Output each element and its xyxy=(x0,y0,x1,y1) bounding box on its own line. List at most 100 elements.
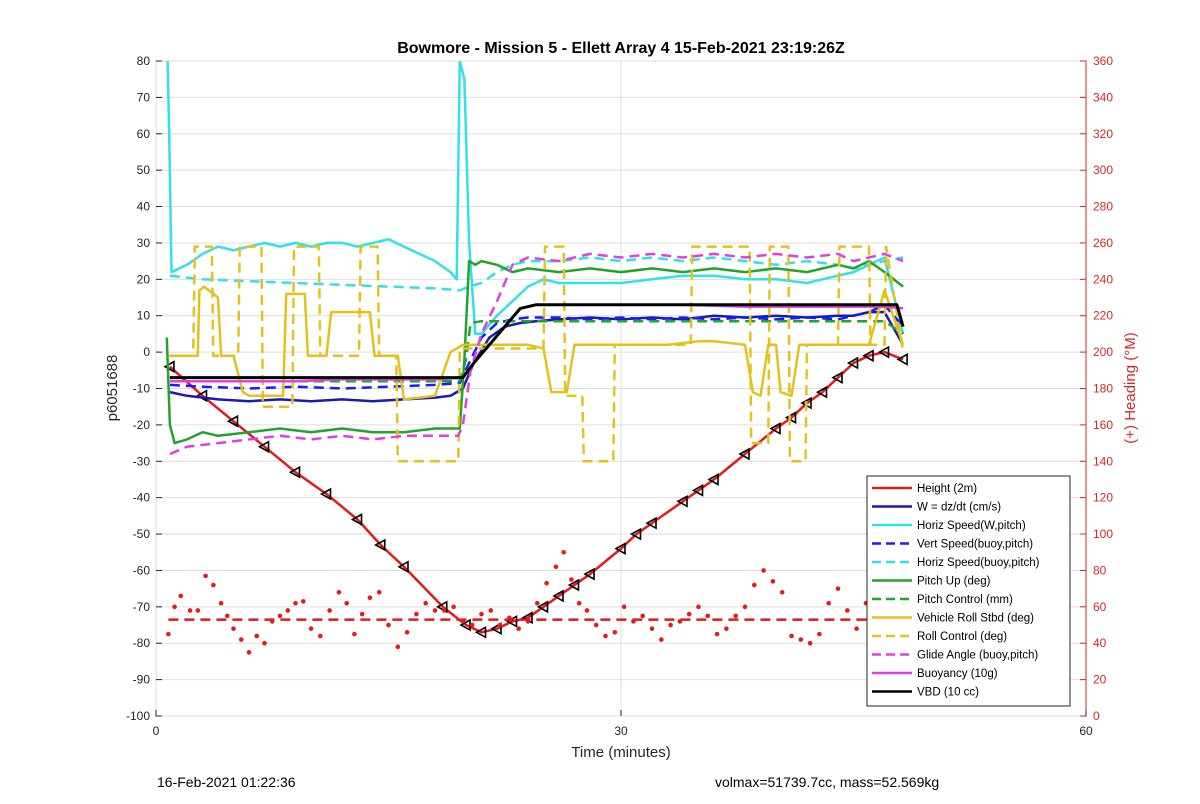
legend-item-label: Pitch Up (deg) xyxy=(917,576,991,588)
heading-point xyxy=(612,630,618,635)
legend-item-label: Vert Speed(buoy,pitch) xyxy=(917,539,1033,551)
heading-point xyxy=(386,622,391,628)
series-line-horiz-speed-w-pitch xyxy=(166,61,905,336)
height-marker xyxy=(862,349,874,363)
height-marker xyxy=(350,513,363,526)
legend-item-label: W = dz/dt (cm/s) xyxy=(917,502,1001,514)
heading-point xyxy=(211,582,216,588)
y2-tick-label: 280 xyxy=(1093,200,1113,214)
heading-point xyxy=(668,622,673,628)
x-tick-label: 60 xyxy=(1079,724,1093,738)
heading-point xyxy=(231,626,236,631)
height-marker xyxy=(163,360,175,374)
heading-point xyxy=(238,637,244,642)
y-tick-label: -20 xyxy=(133,418,151,432)
series-layer xyxy=(163,61,908,639)
y2-tick-label: 0 xyxy=(1093,709,1100,723)
y-tick-label: -60 xyxy=(133,563,151,577)
heading-point xyxy=(442,608,447,613)
x-tick-label: 0 xyxy=(153,724,160,738)
heading-point xyxy=(686,611,692,617)
legend-item-label: Height (2m) xyxy=(917,483,977,495)
y-tick-label: -70 xyxy=(133,600,151,614)
heading-point xyxy=(761,568,766,573)
height-marker xyxy=(691,484,704,497)
legend-item-label: Roll Control (deg) xyxy=(917,631,1007,643)
heading-point xyxy=(561,549,566,555)
series-line-vbd-10-cc xyxy=(169,303,905,380)
height-marker xyxy=(288,465,301,479)
height-marker xyxy=(374,538,386,552)
y-tick-label: 40 xyxy=(137,200,151,214)
heading-point xyxy=(300,599,306,604)
height-marker xyxy=(319,487,332,501)
heading-point xyxy=(359,611,365,617)
y-tick-label: 50 xyxy=(137,163,151,177)
heading-point xyxy=(631,619,636,624)
heading-point xyxy=(659,637,664,642)
y2-tick-label: 260 xyxy=(1093,236,1113,250)
heading-point xyxy=(469,622,475,628)
heading-point xyxy=(460,619,466,624)
heading-point xyxy=(172,604,177,610)
y2-tick-label: 200 xyxy=(1093,345,1113,359)
y-tick-label: -50 xyxy=(133,527,151,541)
height-marker xyxy=(877,345,890,359)
heading-point xyxy=(246,650,252,655)
legend-item-label: Buoyancy (10g) xyxy=(917,668,998,680)
heading-point xyxy=(845,608,850,613)
heading-point xyxy=(367,595,373,601)
series-line-vehicle-roll-stbd-deg xyxy=(168,285,905,401)
height-marker xyxy=(645,516,657,530)
y2-tick-label: 80 xyxy=(1093,563,1107,577)
heading-point xyxy=(770,579,776,584)
heading-point xyxy=(203,573,208,579)
height-marker xyxy=(257,440,270,454)
y-tick-label: 20 xyxy=(137,272,151,286)
height-marker xyxy=(567,578,580,592)
heading-point xyxy=(432,608,438,613)
heading-point xyxy=(807,640,813,646)
chart-title: Bowmore - Mission 5 - Ellett Array 4 15-… xyxy=(397,40,845,57)
y2-tick-label: 160 xyxy=(1093,418,1113,432)
heading-point xyxy=(218,600,224,606)
series-line-height-2m xyxy=(169,350,904,634)
heading-point xyxy=(166,631,171,637)
y-axis-left: 80 70 60 50 40 30 20 10 0 -10 -20 -30 -40 -50 -60 -70 -8… xyxy=(126,54,162,723)
heading-point xyxy=(488,608,494,613)
footer-vehicle-info: volmax=51739.7cc, mass=52.569kg xyxy=(715,774,940,790)
heading-point xyxy=(336,589,342,595)
heading-point xyxy=(640,613,645,619)
y-tick-label: 30 xyxy=(137,236,151,250)
heading-point xyxy=(262,640,267,646)
legend: Height (2m) W = dz/dt (cm/s) Horiz Speed(W… xyxy=(866,475,1071,707)
height-marker xyxy=(738,447,750,461)
y2-tick-label: 100 xyxy=(1093,527,1113,541)
heading-point xyxy=(835,586,841,591)
heading-point xyxy=(677,619,683,624)
heading-point xyxy=(649,626,655,631)
height-marker xyxy=(536,600,549,614)
y2-tick-label: 360 xyxy=(1093,54,1113,68)
heading-point xyxy=(724,626,729,631)
heading-point xyxy=(752,582,757,588)
heading-point xyxy=(308,626,314,631)
heading-point xyxy=(187,608,193,613)
y-tick-label: 70 xyxy=(137,90,151,104)
height-marker xyxy=(846,356,859,370)
y-axis-label: p6051688 xyxy=(104,355,121,422)
y2-tick-label: 220 xyxy=(1093,309,1113,323)
height-marker xyxy=(397,560,409,574)
heading-point xyxy=(479,611,484,617)
heading-point xyxy=(516,626,521,631)
height-marker xyxy=(583,567,595,581)
heading-point xyxy=(507,615,512,621)
heading-point xyxy=(423,600,429,606)
y2-tick-label: 240 xyxy=(1093,272,1113,286)
y2-tick-label: 20 xyxy=(1093,673,1107,687)
y2-tick-label: 60 xyxy=(1093,600,1107,614)
height-marker xyxy=(436,600,448,614)
heading-point xyxy=(621,604,627,610)
series-line-vert-speed-buoy-pitch xyxy=(169,303,905,390)
y2-tick-label: 140 xyxy=(1093,454,1113,468)
